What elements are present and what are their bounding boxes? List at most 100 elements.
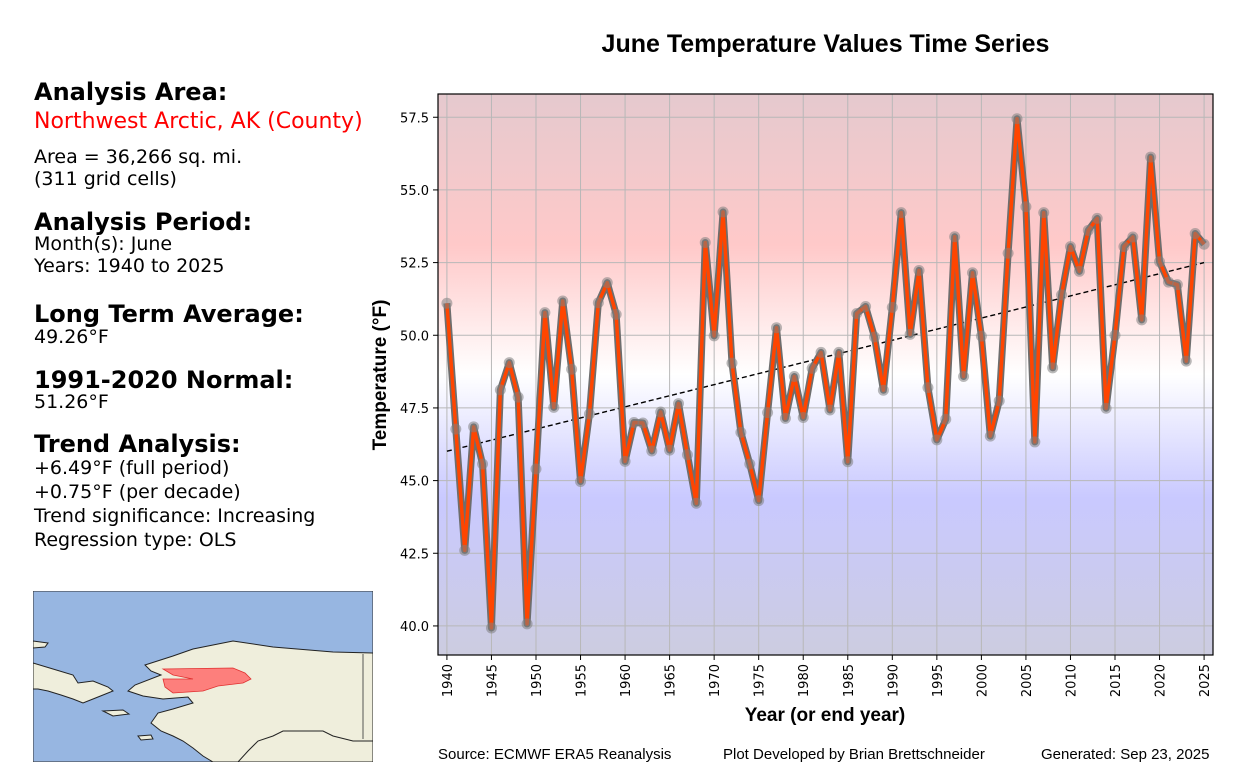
data-point [485, 622, 497, 634]
data-point [913, 264, 925, 276]
data-point [601, 277, 613, 289]
data-point [494, 384, 506, 396]
data-point [459, 544, 471, 556]
x-tick-label: 1965 [664, 664, 679, 697]
data-point [1180, 355, 1192, 367]
data-point [886, 301, 898, 313]
plot-frame [437, 93, 1214, 656]
x-tick-label: 2000 [975, 664, 990, 697]
x-tick-label: 1950 [530, 664, 545, 697]
grid-cells: (311 grid cells) [34, 168, 177, 190]
x-tick-label: 1980 [797, 664, 812, 697]
data-point [788, 371, 800, 383]
data-point [539, 307, 551, 319]
chart-title: June Temperature Values Time Series [601, 30, 1050, 58]
data-point [628, 416, 640, 428]
data-point [681, 449, 693, 461]
map-highlight-region [161, 667, 252, 694]
data-point [966, 267, 978, 279]
data-point [1154, 256, 1166, 268]
lta-heading: Long Term Average: [34, 300, 304, 328]
data-point [824, 404, 836, 416]
y-tick-label: 47.5 [400, 402, 429, 417]
data-point [1189, 228, 1201, 240]
data-point [592, 297, 604, 309]
footer-developer: Plot Developed by Brian Brettschneider [723, 746, 985, 763]
data-point [931, 434, 943, 446]
data-point [1002, 247, 1014, 259]
locator-map [33, 591, 373, 762]
x-tick-label: 1955 [575, 664, 590, 697]
data-point [877, 384, 889, 396]
data-point [637, 417, 649, 429]
data-point [735, 426, 747, 438]
data-point [1118, 241, 1130, 253]
data-point [842, 456, 854, 468]
data-point [548, 401, 560, 413]
data-point [975, 330, 987, 342]
map-land-island-1 [33, 640, 49, 649]
data-point [922, 382, 934, 394]
data-point [610, 308, 622, 320]
y-tick-label: 55.0 [400, 184, 429, 199]
y-axis-label: Temperature (°F) [370, 300, 391, 451]
normal-value: 51.26°F [34, 391, 109, 413]
data-point [1198, 238, 1210, 250]
data-point [744, 458, 756, 470]
data-point [583, 408, 595, 420]
x-tick-label: 2020 [1154, 664, 1169, 697]
data-point [1136, 314, 1148, 326]
data-point [815, 346, 827, 358]
footer-generated: Generated: Sep 23, 2025 [1041, 746, 1210, 763]
x-tick-label: 1995 [931, 664, 946, 697]
data-point [1064, 241, 1076, 253]
trend-significance: Trend significance: Increasing [34, 505, 316, 527]
data-point [708, 330, 720, 342]
x-tick-label: 1960 [619, 664, 634, 697]
x-tick-label: 2005 [1020, 664, 1035, 697]
data-point [468, 421, 480, 433]
data-point [664, 444, 676, 456]
data-point [1100, 402, 1112, 414]
data-point [860, 300, 872, 312]
data-point [1162, 276, 1174, 288]
data-point [1171, 279, 1183, 291]
data-point [949, 231, 961, 243]
data-point [1091, 212, 1103, 224]
data-point [690, 497, 702, 509]
data-point [753, 495, 765, 507]
data-point [984, 430, 996, 442]
x-tick-label: 1940 [441, 664, 456, 697]
data-point [1109, 329, 1121, 341]
x-axis-ticks: 1940 1945 1950 1955 1960 1965 1970 1975 1980 1985… [441, 655, 1213, 697]
grid-lines [438, 94, 1213, 655]
lta-value: 49.26°F [34, 326, 109, 348]
x-tick-label: 1970 [708, 664, 723, 697]
normal-heading: 1991-2020 Normal: [34, 366, 294, 394]
period-heading: Analysis Period: [34, 208, 253, 236]
regression-type: Regression type: OLS [34, 529, 237, 551]
data-point [673, 398, 685, 410]
data-point [904, 328, 916, 340]
data-point [1073, 265, 1085, 277]
trend-decade: +0.75°F (per decade) [34, 481, 241, 503]
data-point [1127, 231, 1139, 243]
x-tick-label: 1990 [886, 664, 901, 697]
x-tick-label: 2010 [1064, 664, 1079, 697]
data-point [717, 206, 729, 218]
y-tick-label: 57.5 [400, 111, 429, 126]
data-point [575, 475, 587, 487]
data-point [521, 618, 533, 630]
data-point [833, 346, 845, 358]
data-point [1029, 436, 1041, 448]
data-point [779, 412, 791, 424]
data-point [762, 407, 774, 419]
data-point [958, 371, 970, 383]
data-point [450, 423, 462, 435]
data-point [512, 391, 524, 403]
data-point [993, 395, 1005, 407]
area-name: Northwest Arctic, AK (County) [34, 109, 363, 134]
y-tick-label: 50.0 [400, 329, 429, 344]
data-point [566, 363, 578, 375]
